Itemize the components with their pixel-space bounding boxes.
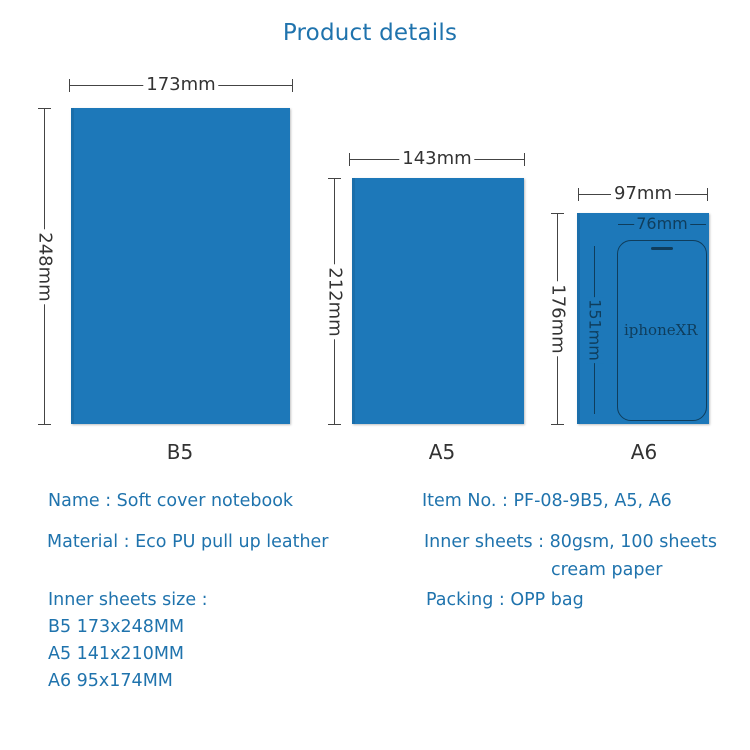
b5-height-dimension: 248mm [34,108,56,425]
phone-height-dimension: 151mm [585,246,605,414]
a6-height-label: 176mm [547,281,569,357]
a6-height-dimension: 176mm [547,213,569,425]
phone-width-label: 76mm [634,214,690,233]
a6-width-dimension: 97mm [578,183,708,205]
size-label-b5: B5 [166,440,194,464]
phone-width-dimension: 76mm [618,214,706,235]
spec-inner-size-b5: B5 173x248MM [48,617,185,637]
b5-width-label: 173mm [143,74,219,95]
notebook-b5 [71,108,290,424]
notebook-a5 [352,178,524,424]
b5-height-label: 248mm [34,228,56,305]
a6-width-label: 97mm [611,183,675,204]
spec-packing: Packing : OPP bag [426,590,584,610]
spec-inner-sheets-cont: cream paper [551,560,663,580]
phone-outline-icon [617,240,707,421]
a5-width-dimension: 143mm [349,148,525,170]
spec-material: Material : Eco PU pull up leather [47,532,329,552]
a5-height-label: 212mm [324,263,346,340]
phone-height-label: 151mm [585,297,605,363]
size-label-a5: A5 [428,440,456,464]
size-label-a6: A6 [630,440,658,464]
page-title: Product details [282,20,458,46]
spec-name: Name : Soft cover notebook [48,491,294,511]
a5-width-label: 143mm [399,148,475,169]
spec-item-no: Item No. : PF-08-9B5, A5, A6 [422,491,672,511]
phone-name: iphoneXR [624,321,698,339]
a5-height-dimension: 212mm [324,178,346,425]
phone-speaker [651,247,673,250]
spec-inner-sheets: Inner sheets : 80gsm, 100 sheets [424,532,717,552]
spec-inner-size-label: Inner sheets size : [48,590,208,610]
b5-width-dimension: 173mm [69,74,293,96]
spec-inner-size-a6: A6 95x174MM [48,671,173,691]
spec-inner-size-a5: A5 141x210MM [48,644,185,664]
